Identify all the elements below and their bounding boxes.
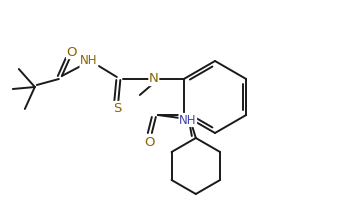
Text: N: N <box>149 72 159 86</box>
Text: O: O <box>144 135 155 149</box>
Text: O: O <box>66 46 77 58</box>
Text: NH: NH <box>179 114 197 126</box>
Text: S: S <box>113 101 121 115</box>
Text: NH: NH <box>80 54 97 68</box>
